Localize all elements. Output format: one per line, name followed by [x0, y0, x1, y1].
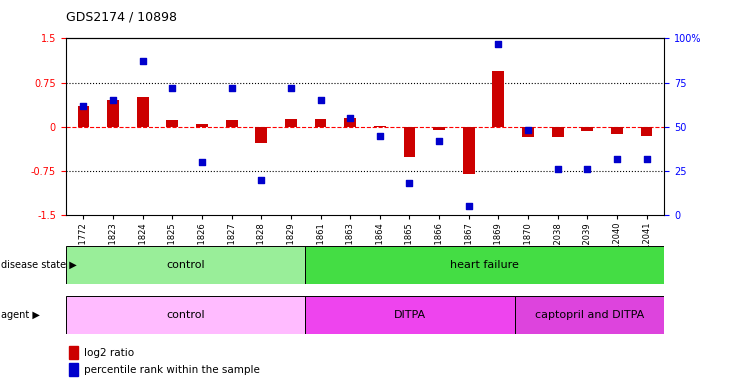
Point [374, 132, 385, 139]
Bar [552, 127, 564, 137]
Bar [305, 246, 664, 284]
Bar [226, 120, 237, 127]
Bar [66, 246, 305, 284]
Bar [107, 100, 119, 127]
Text: heart failure: heart failure [450, 260, 519, 270]
Point [463, 203, 474, 209]
Bar [77, 106, 89, 127]
Point [137, 58, 149, 65]
Point [107, 97, 119, 103]
Text: log2 ratio: log2 ratio [84, 348, 134, 358]
Bar [515, 296, 664, 334]
Point [285, 85, 297, 91]
Point [641, 156, 653, 162]
Point [522, 127, 534, 133]
Bar [345, 119, 356, 127]
Bar [641, 127, 653, 136]
Text: agent ▶: agent ▶ [1, 310, 39, 320]
Point [166, 85, 178, 91]
Bar [463, 127, 474, 174]
Bar [611, 127, 623, 134]
Bar [69, 363, 78, 376]
Bar [69, 346, 78, 359]
Bar [522, 127, 534, 137]
Bar [137, 97, 149, 127]
Text: DITPA: DITPA [393, 310, 426, 320]
Text: control: control [166, 260, 204, 270]
Point [581, 166, 593, 172]
Point [433, 138, 445, 144]
Point [315, 97, 326, 103]
Point [345, 115, 356, 121]
Point [404, 180, 415, 186]
Bar [196, 124, 208, 127]
Text: disease state ▶: disease state ▶ [1, 260, 77, 270]
Bar [305, 296, 515, 334]
Bar [285, 119, 297, 127]
Point [255, 177, 267, 183]
Bar [166, 120, 178, 127]
Bar [255, 127, 267, 143]
Text: captopril and DITPA: captopril and DITPA [535, 310, 644, 320]
Bar [581, 127, 593, 131]
Bar [66, 296, 305, 334]
Text: control: control [166, 310, 204, 320]
Point [611, 156, 623, 162]
Bar [493, 71, 504, 127]
Text: GDS2174 / 10898: GDS2174 / 10898 [66, 10, 177, 23]
Bar [404, 127, 415, 157]
Bar [374, 126, 385, 127]
Point [226, 85, 237, 91]
Bar [315, 119, 326, 127]
Point [196, 159, 208, 165]
Bar [433, 127, 445, 130]
Point [493, 41, 504, 47]
Text: percentile rank within the sample: percentile rank within the sample [84, 365, 260, 375]
Point [552, 166, 564, 172]
Point [77, 103, 89, 109]
